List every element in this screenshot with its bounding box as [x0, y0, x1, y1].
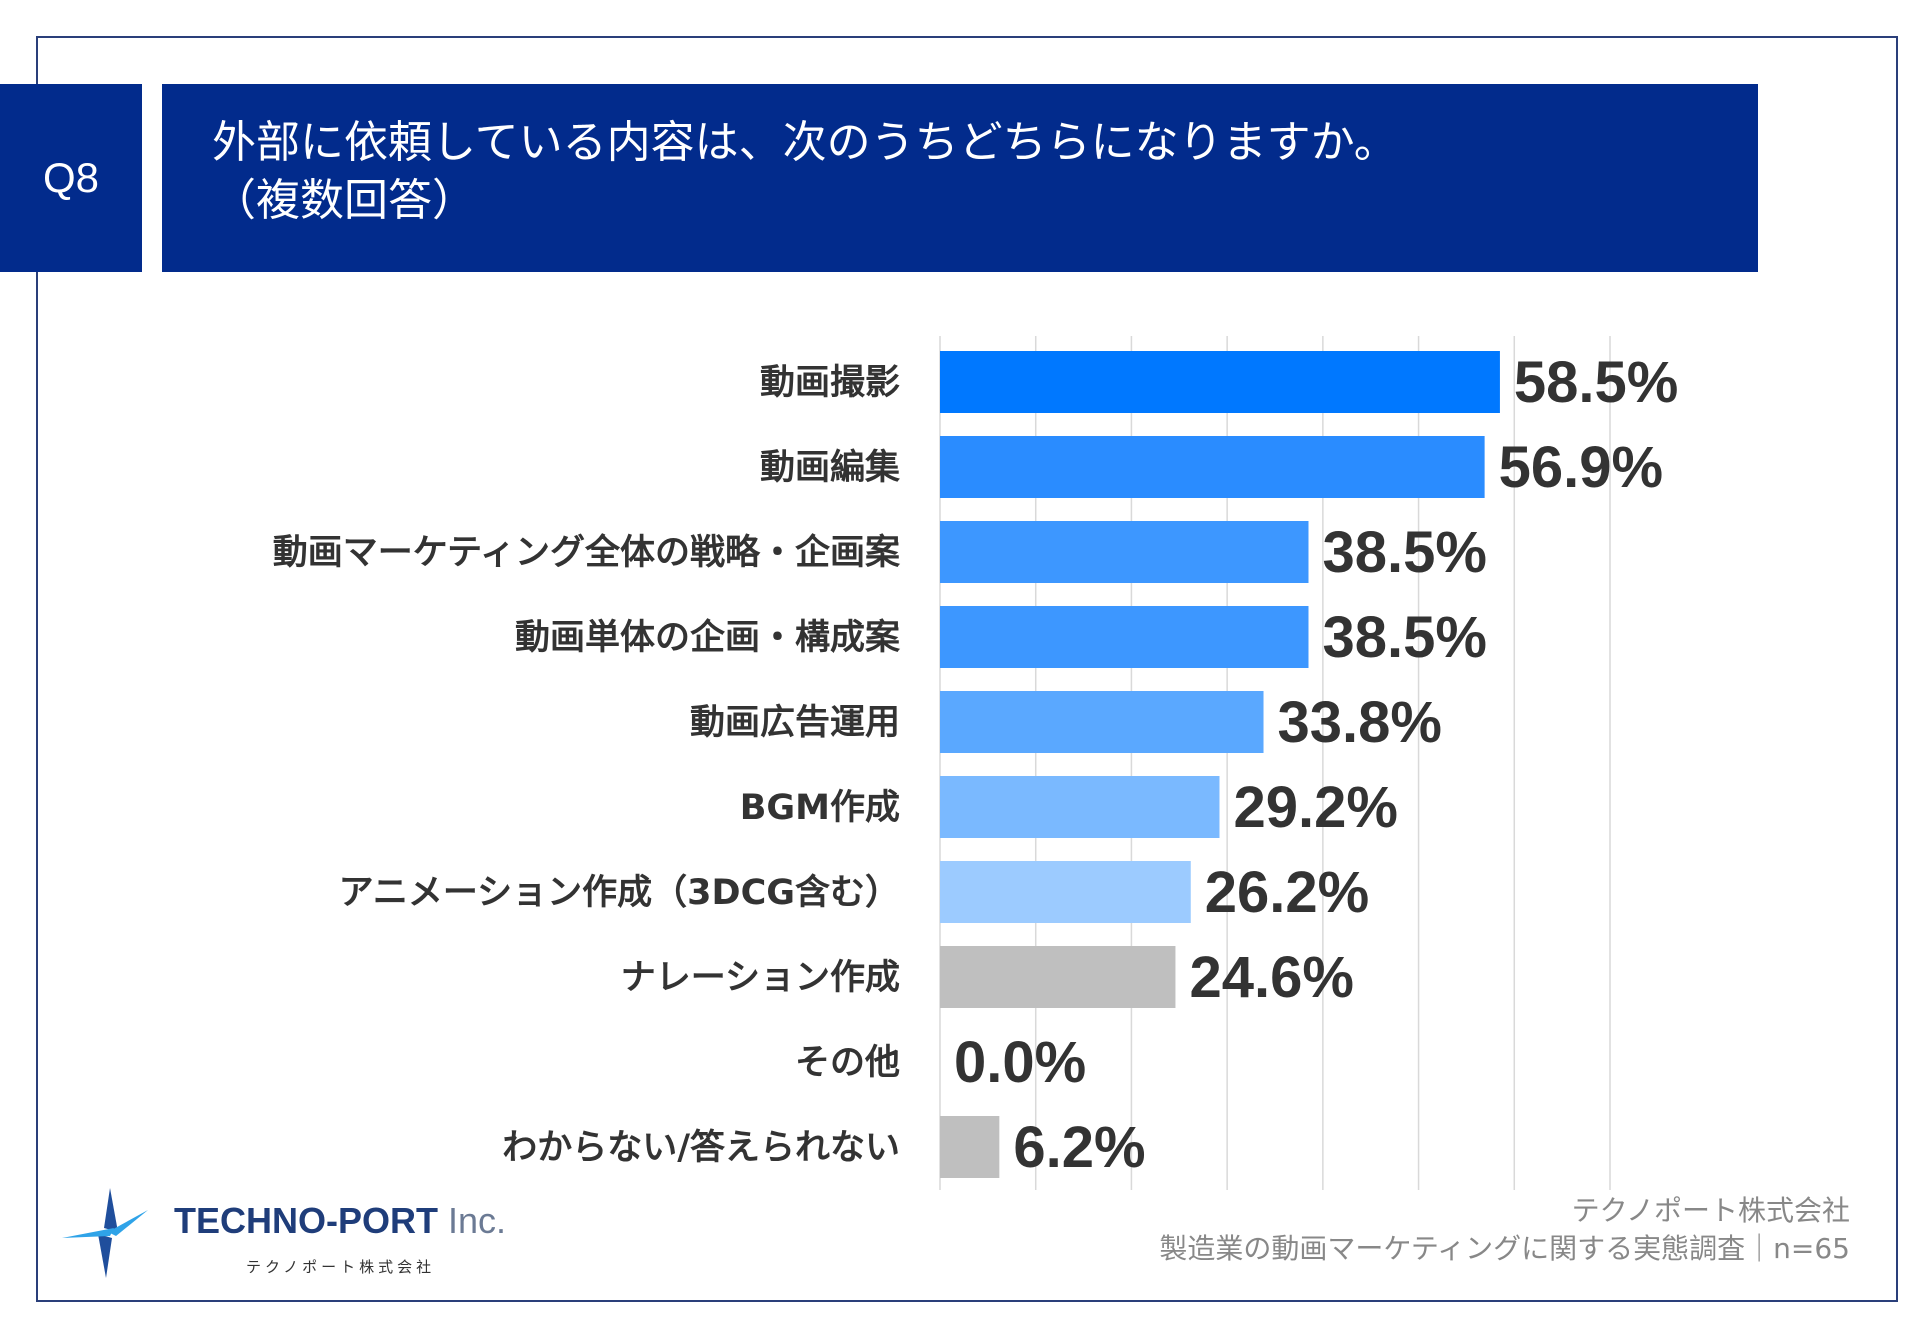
data-label: 29.2% [1233, 775, 1397, 840]
question-title-banner: 外部に依頼している内容は、次のうちどちらになりますか。 （複数回答） [162, 84, 1758, 272]
bar [940, 351, 1500, 413]
bar [940, 861, 1191, 923]
bar [940, 1116, 1000, 1178]
data-label: 58.5% [1514, 350, 1678, 415]
question-title-line1: 外部に依頼している内容は、次のうちどちらになりますか。 [212, 117, 1398, 168]
question-number-badge: Q8 [0, 84, 142, 272]
source-line1: テクノポート株式会社 [1571, 1194, 1850, 1227]
category-label: 動画撮影 [760, 363, 900, 403]
chart-frame [36, 36, 1898, 1302]
data-label: 56.9% [1499, 435, 1663, 500]
source-note: テクノポート株式会社 製造業の動画マーケティングに関する実態調査｜n=65 [1159, 1192, 1850, 1268]
bar [940, 946, 1176, 1008]
bar [940, 521, 1309, 583]
question-number: Q8 [42, 154, 100, 201]
data-label: 6.2% [1013, 1115, 1145, 1180]
category-label: ナレーション作成 [621, 958, 900, 998]
logo-suffix: Inc. [448, 1200, 507, 1241]
category-label: アニメーション作成（3DCG含む） [339, 873, 900, 913]
company-logo: TECHNO-PORT Inc. テクノポート株式会社 [62, 1188, 532, 1278]
category-label: わからない/答えられない [502, 1128, 900, 1168]
logo-subtitle: テクノポート株式会社 [246, 1258, 436, 1276]
bar [940, 691, 1264, 753]
category-label: 動画マーケティング全体の戦略・企画案 [273, 532, 901, 573]
data-label: 26.2% [1205, 860, 1369, 925]
data-label: 38.5% [1323, 520, 1487, 585]
question-title-line2: （複数回答） [212, 175, 476, 226]
source-line2: 製造業の動画マーケティングに関する実態調査｜n=65 [1159, 1232, 1850, 1265]
data-label: 33.8% [1278, 690, 1442, 755]
category-label: 動画編集 [760, 448, 900, 488]
bar [940, 436, 1485, 498]
data-label: 24.6% [1189, 945, 1353, 1010]
category-label: その他 [795, 1043, 900, 1083]
category-label: 動画広告運用 [690, 703, 900, 743]
category-label: BGM作成 [740, 788, 900, 828]
category-label: 動画単体の企画・構成案 [515, 617, 901, 658]
logo-name: TECHNO-PORT [174, 1200, 438, 1241]
data-label: 0.0% [954, 1030, 1086, 1095]
data-label: 38.5% [1323, 605, 1487, 670]
logo-wordmark: TECHNO-PORT Inc. [174, 1200, 506, 1242]
bar [940, 776, 1220, 838]
bar [940, 606, 1309, 668]
logo-mark-icon [62, 1188, 148, 1278]
